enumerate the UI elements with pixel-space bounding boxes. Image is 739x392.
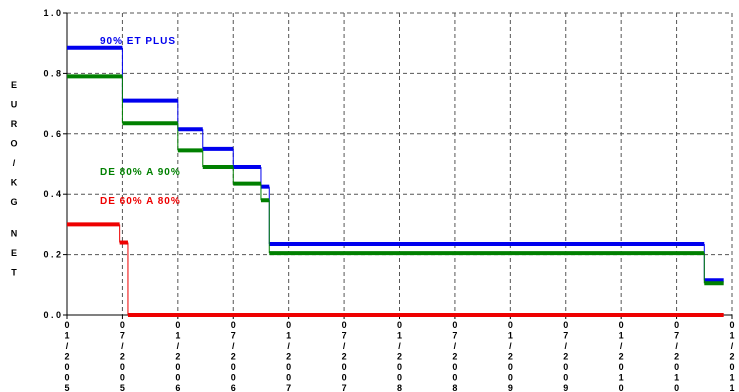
axes (63, 12, 733, 319)
x-tick-label: 0 1/2 0 1 1 (729, 320, 734, 392)
x-tick-label: 0 7/2 0 0 5 (120, 320, 125, 392)
series-line (67, 222, 724, 317)
series-label: DE 60% A 80% (100, 196, 181, 207)
x-tick-label: 0 1/2 0 0 9 (508, 320, 513, 392)
x-tick-label: 0 1/2 0 0 7 (286, 320, 291, 392)
y-tick-label: 0 . 4 (43, 189, 61, 199)
series-label: 90% ET PLUS (100, 36, 176, 47)
y-tick-label: 0 . 2 (43, 250, 61, 260)
y-tick-label: 0 . 0 (43, 310, 61, 320)
series-line (67, 45, 724, 283)
x-tick-label: 0 7/2 0 0 9 (563, 320, 568, 392)
x-tick-label: 0 1/2 0 1 0 (619, 320, 624, 392)
series-label: DE 80% A 90% (100, 167, 181, 178)
labels-group: 0 . 0 0 . 2 0 . 4 0 . 6 0 . 8 1 . 0 0 1/2 0 0 5 0 7/… (10, 8, 734, 392)
x-tick-label: 0 1/2 0 0 8 (397, 320, 402, 392)
y-tick-label: 0 . 8 (43, 68, 61, 78)
y-tick-label: 0 . 6 (43, 129, 61, 139)
y-tick-label: 1 . 0 (43, 8, 61, 18)
x-tick-label: 0 1/2 0 0 5 (64, 320, 69, 392)
series-group (67, 45, 724, 317)
series-line (67, 74, 724, 286)
x-tick-label: 0 7/2 0 0 7 (342, 320, 347, 392)
x-tick-label: 0 7/2 0 1 0 (674, 320, 679, 392)
y-axis-label: E U R O / K G N E T (10, 80, 17, 278)
x-tick-label: 0 7/2 0 0 6 (231, 320, 236, 392)
x-tick-label: 0 7/2 0 0 8 (452, 320, 457, 392)
grid (66, 12, 733, 315)
x-tick-label: 0 1/2 0 0 6 (175, 320, 180, 392)
